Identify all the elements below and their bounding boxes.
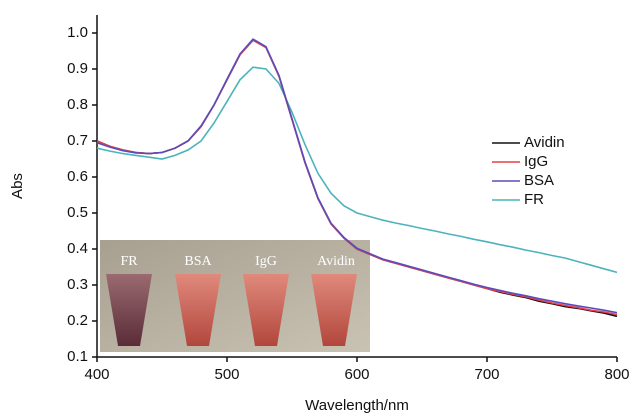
inset-label: FR — [120, 254, 138, 269]
series-line — [96, 38, 618, 314]
x-tick-label: 700 — [474, 366, 499, 383]
y-tick-label: 0.6 — [67, 168, 88, 185]
inset-photo: FR BSA IgG Avidin — [100, 240, 370, 352]
legend-label: IgG — [524, 153, 548, 170]
legend-label: BSA — [524, 172, 554, 189]
series-line — [96, 66, 618, 274]
inset-label: Avidin — [317, 254, 355, 269]
inset-label: BSA — [184, 254, 212, 269]
x-tick-label: 600 — [344, 366, 369, 383]
y-tick-label: 0.5 — [67, 204, 88, 221]
x-tick-label: 800 — [604, 366, 629, 383]
y-tick-label: 0.3 — [67, 276, 88, 293]
y-tick-label: 0.8 — [67, 96, 88, 113]
legend-label: Avidin — [524, 134, 565, 151]
y-axis-label: Abs — [9, 173, 26, 199]
x-axis-label: Wavelength/nm — [305, 397, 409, 414]
y-tick-label: 0.7 — [67, 132, 88, 149]
y-tick-label: 0.9 — [67, 60, 88, 77]
inset-label: IgG — [255, 254, 277, 269]
y-tick-label: 0.4 — [67, 240, 88, 257]
x-tick-label: 500 — [214, 366, 239, 383]
y-tick-label: 0.2 — [67, 312, 88, 329]
legend-label: FR — [524, 191, 544, 208]
x-tick-label: 400 — [84, 366, 109, 383]
y-tick-label: 0.1 — [67, 348, 88, 365]
y-tick-label: 1.0 — [67, 24, 88, 41]
